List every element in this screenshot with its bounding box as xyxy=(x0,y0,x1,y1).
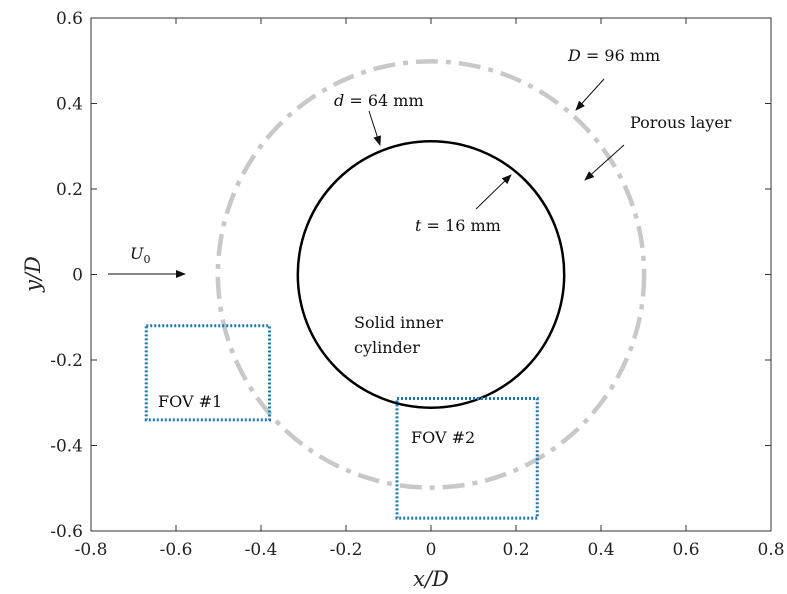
x-tick-label: -0.4 xyxy=(245,540,278,560)
y-tick-label: 0.2 xyxy=(56,180,83,200)
x-tick-label: -0.2 xyxy=(330,540,363,560)
t-annotation: t = 16 mm xyxy=(415,216,501,235)
x-tick-label: 0.4 xyxy=(587,540,614,560)
x-tick-label: 0.6 xyxy=(672,540,699,560)
solid-inner-cylinder-label-line1: Solid inner xyxy=(354,313,443,332)
y-tick-label: -0.2 xyxy=(50,351,83,371)
y-tick-label: 0 xyxy=(72,266,83,286)
x-axis-ticks: -0.8 -0.6 -0.4 -0.2 0 0.2 0.4 0.6 0.8 xyxy=(75,18,785,560)
D-annotation: D = 96 mm xyxy=(567,46,660,65)
freestream-velocity-label: U0 xyxy=(130,244,150,266)
porous-layer-arrow xyxy=(584,144,625,181)
fov-1-label: FOV #1 xyxy=(158,392,222,411)
D-annotation-arrow xyxy=(575,78,605,111)
solid-inner-cylinder-circle xyxy=(296,140,566,409)
t-annotation-arrow xyxy=(475,174,512,210)
porous-layer-label: Porous layer xyxy=(630,113,732,132)
fov-2-box xyxy=(395,396,539,520)
fov-1-box xyxy=(144,324,271,422)
d-annotation: d = 64 mm xyxy=(334,91,424,110)
solid-inner-cylinder-label-line2: cylinder xyxy=(354,338,420,357)
x-axis-label: x/D xyxy=(413,567,449,591)
x-tick-label: 0 xyxy=(426,540,437,560)
d-annotation-arrow xyxy=(368,110,382,146)
y-tick-label: 0.6 xyxy=(56,9,83,29)
x-tick-label: 0.8 xyxy=(757,540,784,560)
y-axis-label: y/D xyxy=(21,256,45,293)
y-axis-ticks: -0.6 -0.4 -0.2 0 0.2 0.4 0.6 xyxy=(50,9,771,542)
y-tick-label: -0.4 xyxy=(50,437,83,457)
x-tick-label: -0.8 xyxy=(75,540,108,560)
fov-2-label: FOV #2 xyxy=(411,428,475,447)
y-tick-label: -0.6 xyxy=(50,522,83,542)
y-tick-label: 0.4 xyxy=(56,95,83,115)
plot-frame xyxy=(90,17,772,532)
x-tick-label: -0.6 xyxy=(160,540,193,560)
x-tick-label: 0.2 xyxy=(502,540,529,560)
porous-layer-circle xyxy=(215,59,647,490)
